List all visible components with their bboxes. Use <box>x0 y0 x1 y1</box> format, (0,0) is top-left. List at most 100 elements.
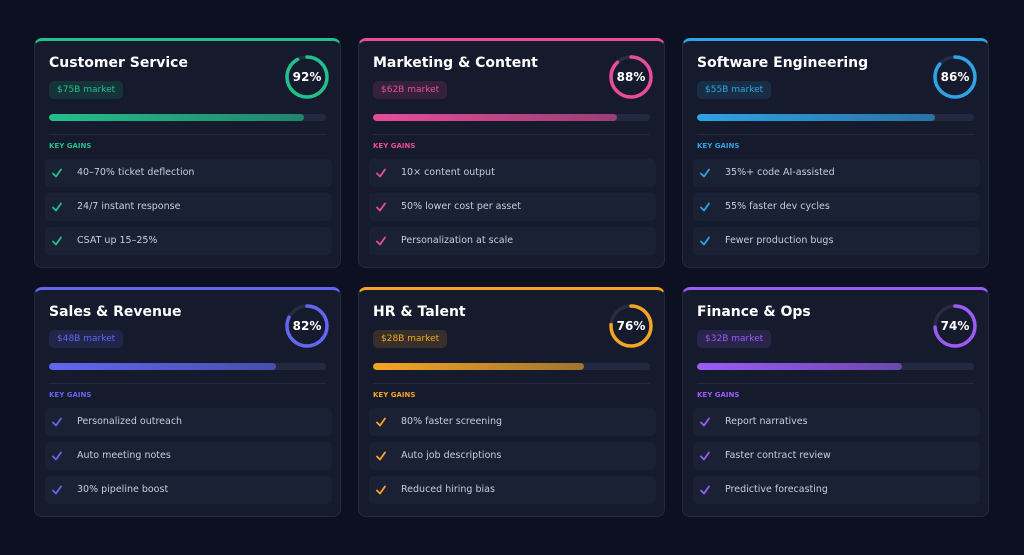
gain-item: Auto meeting notes <box>45 442 332 470</box>
card: Sales & Revenue $48B market 82% KEY GAINS Pe… <box>34 287 341 517</box>
gain-text: 55% faster dev cycles <box>725 201 830 212</box>
gain-text: Faster contract review <box>725 450 831 461</box>
progress-track <box>373 114 650 121</box>
progress-track <box>49 363 326 370</box>
check-icon <box>376 451 386 461</box>
gain-text: 80% faster screening <box>401 416 503 427</box>
gain-item: 50% lower cost per asset <box>369 193 656 221</box>
divider <box>697 134 974 135</box>
section-label: KEY GAINS <box>373 391 416 399</box>
ring-arc <box>285 55 329 99</box>
check-icon <box>52 417 62 427</box>
check-mark <box>376 485 386 495</box>
check-mark <box>376 236 386 246</box>
score-label: 92% <box>293 70 322 84</box>
score-ring: 82% <box>285 304 329 348</box>
progress-fill <box>697 114 936 121</box>
check-icon <box>52 168 62 178</box>
gain-item: 80% faster screening <box>369 408 656 436</box>
gain-item: Personalized outreach <box>45 408 332 436</box>
progress-track <box>373 363 650 370</box>
gain-item: 24/7 instant response <box>45 193 332 221</box>
progress-track <box>49 114 326 121</box>
gain-text: 10× content output <box>401 167 495 178</box>
gain-item: 30% pipeline boost <box>45 476 332 504</box>
card-title: Marketing & Content <box>373 55 538 71</box>
market-badge: $48B market <box>49 330 124 348</box>
score-ring: 74% <box>933 304 977 348</box>
section-label: KEY GAINS <box>49 391 92 399</box>
check-mark <box>52 236 62 246</box>
market-badge: $55B market <box>697 81 772 99</box>
score-ring: 76% <box>609 304 653 348</box>
progress-fill <box>49 363 277 370</box>
check-icon <box>376 168 386 178</box>
card-title: Finance & Ops <box>697 304 811 320</box>
check-icon <box>52 451 62 461</box>
gain-text: Personalized outreach <box>77 416 183 427</box>
check-mark <box>376 451 386 461</box>
card: Finance & Ops $32B market 74% KEY GAINS Repo… <box>682 287 989 517</box>
check-mark <box>700 236 710 246</box>
check-icon <box>700 485 710 495</box>
check-mark <box>700 417 710 427</box>
gain-text: CSAT up 15–25% <box>77 235 158 246</box>
check-icon <box>376 202 386 212</box>
score-label: 88% <box>617 70 646 84</box>
progress-fill <box>373 363 584 370</box>
check-icon <box>700 202 710 212</box>
check-icon <box>52 236 62 246</box>
check-icon <box>700 417 710 427</box>
score-ring: 86% <box>933 55 977 99</box>
card-title: Customer Service <box>49 55 188 71</box>
section-label: KEY GAINS <box>373 142 416 150</box>
ring-arc <box>609 304 653 348</box>
divider <box>49 134 326 135</box>
check-icon <box>376 417 386 427</box>
gain-text: 40–70% ticket deflection <box>77 167 195 178</box>
check-icon <box>700 236 710 246</box>
check-mark <box>700 451 710 461</box>
gain-text: Personalization at scale <box>401 235 514 246</box>
section-label: KEY GAINS <box>697 142 740 150</box>
check-icon <box>376 236 386 246</box>
check-icon <box>376 485 386 495</box>
gain-item: Faster contract review <box>693 442 980 470</box>
gain-text: 50% lower cost per asset <box>401 201 521 212</box>
ring-arc <box>285 304 329 348</box>
gain-item: Auto job descriptions <box>369 442 656 470</box>
check-icon <box>700 451 710 461</box>
score-ring: 88% <box>609 55 653 99</box>
check-mark <box>52 485 62 495</box>
card: Software Engineering $55B market 86% KEY GA… <box>682 38 989 268</box>
gain-item: CSAT up 15–25% <box>45 227 332 255</box>
progress-fill <box>49 114 304 121</box>
card: Marketing & Content $62B market 88% KEY GAI… <box>358 38 665 268</box>
market-badge: $28B market <box>373 330 448 348</box>
gain-item: Report narratives <box>693 408 980 436</box>
divider <box>697 383 974 384</box>
check-mark <box>52 451 62 461</box>
gain-text: Predictive forecasting <box>725 484 828 495</box>
score-label: 82% <box>293 319 322 333</box>
check-mark <box>52 202 62 212</box>
gain-text: 30% pipeline boost <box>77 484 169 495</box>
check-icon <box>700 168 710 178</box>
gain-item: Predictive forecasting <box>693 476 980 504</box>
gain-text: Report narratives <box>725 416 808 427</box>
market-badge: $62B market <box>373 81 448 99</box>
gain-item: 55% faster dev cycles <box>693 193 980 221</box>
ring-arc <box>609 55 653 99</box>
progress-track <box>697 114 974 121</box>
divider <box>373 383 650 384</box>
gain-item: 40–70% ticket deflection <box>45 159 332 187</box>
gain-text: Auto job descriptions <box>401 450 502 461</box>
market-badge: $32B market <box>697 330 772 348</box>
market-badge: $75B market <box>49 81 124 99</box>
section-label: KEY GAINS <box>49 142 92 150</box>
gain-item: 10× content output <box>369 159 656 187</box>
divider <box>373 134 650 135</box>
gain-item: 35%+ code AI-assisted <box>693 159 980 187</box>
check-mark <box>52 168 62 178</box>
